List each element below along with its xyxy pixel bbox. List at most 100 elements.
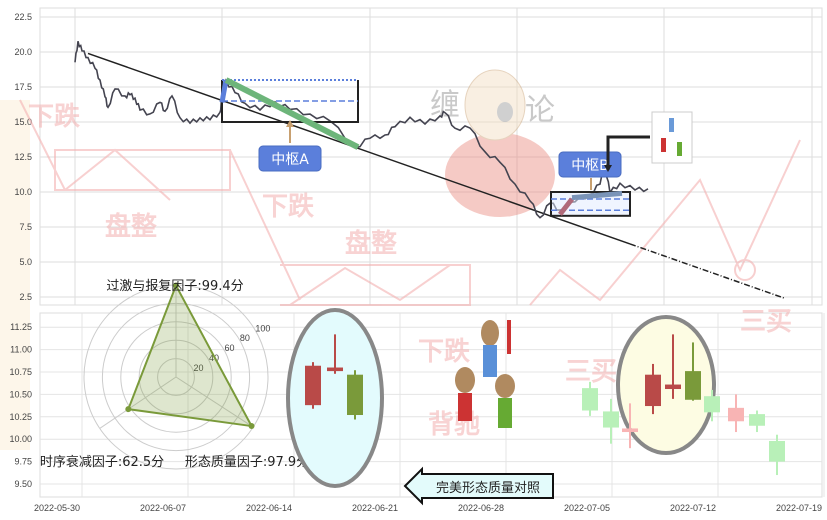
- watermark-text: 下跌: [418, 337, 470, 367]
- y-tick-label: 10.50: [9, 389, 32, 399]
- candle-body: [728, 407, 744, 422]
- watermark-arrows-3: [529, 139, 801, 306]
- watermark-text: 下跌: [28, 102, 80, 132]
- radar-axis: [99, 376, 177, 429]
- y-tick-label: 10.0: [14, 187, 32, 197]
- y-tick-label: 11.25: [10, 322, 32, 332]
- compare-perfect-pattern-button[interactable]: 完美形态质量对照: [403, 466, 554, 506]
- candle: [769, 434, 785, 476]
- candle-body: [622, 428, 638, 433]
- pointer-arrow-icon: [606, 135, 650, 170]
- radar-point: [125, 406, 132, 413]
- candle-body: [685, 371, 701, 400]
- candle-body: [665, 384, 681, 390]
- candle: [347, 370, 363, 420]
- y-tick-label: 15.0: [14, 117, 32, 127]
- candle-body: [603, 411, 619, 428]
- x-tick-label: 2022-06-07: [140, 503, 186, 513]
- candlestick-chart: [286, 308, 785, 488]
- x-tick-label: 2022-05-30: [34, 503, 80, 513]
- candle: [582, 381, 598, 416]
- trend-line: [87, 52, 631, 245]
- y-tick-label: 11.00: [10, 345, 32, 355]
- reference-pattern-ellipse: [286, 308, 384, 488]
- stroke-segment-green: [224, 77, 360, 150]
- dancing-dogs-illustration: [455, 320, 515, 428]
- y-tick-label: 9.50: [14, 479, 32, 489]
- candle-body: [347, 374, 363, 416]
- y-tick-label: 12.5: [14, 152, 32, 162]
- candle-body: [582, 388, 598, 411]
- radar-ring-label: 80: [240, 333, 250, 343]
- candle: [704, 389, 720, 422]
- candle: [622, 403, 638, 449]
- stroke-segment-red: [558, 197, 574, 216]
- candle-body: [645, 374, 661, 407]
- left-edge-shade: [0, 100, 30, 450]
- zhongshu-b-text: 中枢B: [571, 158, 609, 174]
- radar-axis: [175, 376, 254, 428]
- watermark-text: 下跌: [262, 192, 314, 222]
- arrow-head-icon: [604, 165, 612, 172]
- y-tick-label: 10.00: [9, 434, 32, 444]
- watermark-circle: [734, 259, 756, 281]
- trend-line-projection: [629, 243, 786, 300]
- compare-button-label: 完美形态质量对照: [436, 481, 540, 496]
- watermark-arrows-2: [280, 264, 471, 306]
- radar-ring-label: 100: [255, 323, 270, 333]
- radar-point: [248, 423, 255, 430]
- stroke-segment-blue: [219, 79, 229, 103]
- candle-body: [704, 396, 720, 413]
- candle-body: [749, 414, 765, 426]
- watermark-text: 三买: [565, 357, 617, 387]
- zhongshu-a-label: 中枢A: [258, 120, 322, 172]
- candle: [685, 342, 701, 401]
- y-tick-label: 2.5: [19, 292, 32, 302]
- candle: [327, 334, 343, 374]
- y-tick-label: 10.25: [9, 412, 32, 422]
- top-plot-grid: 22.5 20.0 17.5 15.0 12.5 10.0 7.5 5.0 2.5: [14, 7, 823, 306]
- radar-chart: 20406080100过激与报复因子:99.4分形态质量因子:97.9分时序衰减…: [40, 279, 309, 470]
- watermark-text: 盘整: [345, 228, 397, 259]
- radar-point: [173, 282, 179, 289]
- candle: [645, 363, 661, 415]
- radar-label-pattern-quality: 形态质量因子:97.9分: [185, 455, 309, 470]
- y-tick-label: 17.5: [14, 82, 32, 92]
- x-tick-label: 2022-06-28: [458, 503, 504, 513]
- y-tick-label: 10.75: [9, 367, 32, 377]
- zhongshu-b-label: 中枢B: [558, 135, 650, 190]
- y-tick-label: 9.75: [14, 457, 32, 467]
- candle: [749, 410, 765, 433]
- y-tick-label: 20.0: [14, 47, 32, 57]
- watermark-text: 三买: [740, 307, 792, 337]
- radar-label-overreaction: 过激与报复因子:99.4分: [106, 279, 243, 294]
- watermark-text: 缠: [430, 88, 460, 123]
- candle-body: [769, 440, 785, 462]
- x-tick-label: 2022-07-05: [564, 503, 610, 513]
- candle-body: [305, 365, 321, 406]
- y-tick-label: 7.5: [19, 222, 32, 232]
- radar-ring-label: 60: [224, 343, 234, 353]
- y-tick-label: 5.0: [19, 257, 32, 267]
- x-tick-label: 2022-06-14: [246, 503, 292, 513]
- stroke-segment-grey: [571, 190, 623, 201]
- candle: [665, 334, 681, 399]
- candle: [728, 394, 744, 433]
- candle: [305, 362, 321, 409]
- arrow-head-icon: [286, 120, 294, 127]
- radar-ring-label: 20: [193, 363, 203, 373]
- watermark-layer: [19, 99, 801, 306]
- radar-area: [126, 283, 254, 428]
- watermark-text: 盘整: [105, 211, 157, 242]
- x-tick-label: 2022-06-21: [352, 503, 398, 513]
- x-tick-label: 2022-07-19: [776, 503, 822, 513]
- candle: [603, 398, 619, 444]
- y-tick-label: 22.5: [14, 12, 32, 22]
- watermark-text: 背驰: [428, 410, 480, 440]
- price-chart: [74, 41, 786, 300]
- radar-label-time-decay: 时序衰减因子:62.5分: [40, 454, 164, 470]
- x-tick-label: 2022-07-12: [670, 503, 716, 513]
- zhongshu-a-text: 中枢A: [271, 152, 309, 168]
- candle-body: [327, 367, 343, 372]
